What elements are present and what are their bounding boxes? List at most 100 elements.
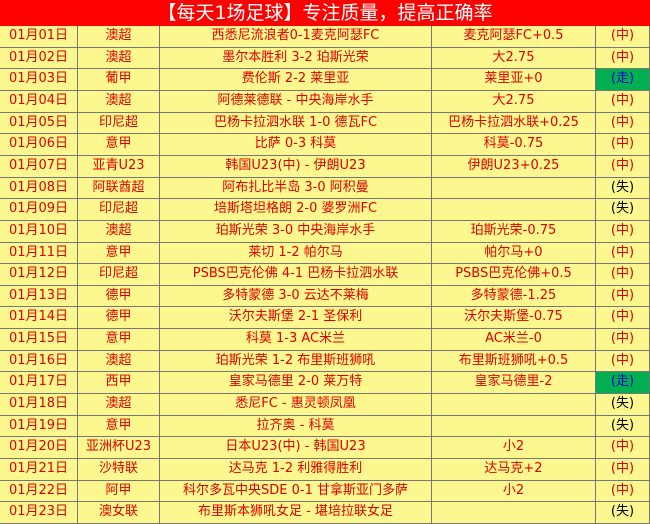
league-cell: 沙特联 xyxy=(78,459,160,481)
pick-cell: 小2 xyxy=(432,480,596,503)
match-cell: 布里斯本狮吼女足 - 堪培拉联女足 xyxy=(160,502,432,524)
pick-cell: 莱里亚+0 xyxy=(432,69,596,91)
pick-cell: 珀斯光荣-0.75 xyxy=(432,220,596,243)
pick-cell xyxy=(432,502,596,524)
pick-cell: 帕尔马+0 xyxy=(432,242,596,265)
result-cell: (中) xyxy=(596,90,650,113)
match-cell: 珀斯光荣 1-2 布里斯班狮吼 xyxy=(160,350,432,373)
league-cell: 澳超 xyxy=(78,90,160,113)
result-cell: (中) xyxy=(596,350,650,373)
result-cell: (中) xyxy=(596,264,650,286)
league-cell: 印尼超 xyxy=(78,199,160,221)
result-cell: (中) xyxy=(596,47,650,70)
date-cell: 01月05日 xyxy=(0,112,78,135)
league-cell: 亚青U23 xyxy=(78,155,160,178)
date-cell: 01月20日 xyxy=(0,437,78,460)
league-cell: 澳超 xyxy=(78,47,160,70)
date-cell: 01月17日 xyxy=(0,372,78,395)
match-cell: 科莫 1-3 AC米兰 xyxy=(160,329,432,351)
result-cell: (走) xyxy=(596,372,650,395)
match-cell: 沃尔夫斯堡 2-1 圣保利 xyxy=(160,307,432,330)
league-cell: 德甲 xyxy=(78,285,160,308)
match-cell: 科尔多瓦中央SDE 0-1 甘拿斯亚门多萨 xyxy=(160,480,432,503)
result-cell: (中) xyxy=(596,220,650,243)
league-cell: 澳超 xyxy=(78,26,160,48)
pick-cell: 科莫-0.75 xyxy=(432,134,596,156)
league-cell: 意甲 xyxy=(78,415,160,438)
date-cell: 01月04日 xyxy=(0,90,78,113)
match-cell: 巴杨卡拉泗水联 1-0 德瓦FC xyxy=(160,112,432,135)
league-cell: 印尼超 xyxy=(78,264,160,286)
league-cell: 澳超 xyxy=(78,350,160,373)
pick-cell: 大2.75 xyxy=(432,47,596,70)
match-cell: 珀斯光荣 3-0 中央海岸水手 xyxy=(160,220,432,243)
date-cell: 01月12日 xyxy=(0,264,78,286)
match-cell: 西悉尼流浪者0-1麦克阿瑟FC xyxy=(160,26,432,48)
pick-cell: 多特蒙德-1.25 xyxy=(432,285,596,308)
league-cell: 意甲 xyxy=(78,242,160,265)
date-cell: 01月02日 xyxy=(0,47,78,70)
pick-cell xyxy=(432,199,596,221)
result-cell: (中) xyxy=(596,155,650,178)
match-cell: 墨尔本胜利 3-2 珀斯光荣 xyxy=(160,47,432,70)
match-cell: 多特蒙德 3-0 云达不莱梅 xyxy=(160,285,432,308)
date-cell: 01月14日 xyxy=(0,307,78,330)
date-cell: 01月13日 xyxy=(0,285,78,308)
pick-cell: 皇家马德里-2 xyxy=(432,372,596,395)
pick-cell: 巴杨卡拉泗水联+0.25 xyxy=(432,112,596,135)
result-cell: (走) xyxy=(596,69,650,91)
result-cell: (失) xyxy=(596,415,650,438)
date-cell: 01月06日 xyxy=(0,134,78,156)
league-cell: 西甲 xyxy=(78,372,160,395)
league-cell: 阿联酋超 xyxy=(78,177,160,200)
pick-cell: 大2.75 xyxy=(432,90,596,113)
match-cell: 拉齐奥 - 科莫 xyxy=(160,415,432,438)
pick-cell: 小2 xyxy=(432,437,596,460)
date-cell: 01月08日 xyxy=(0,177,78,200)
result-cell: (中) xyxy=(596,480,650,503)
match-cell: 费伦斯 2-2 莱里亚 xyxy=(160,69,432,91)
pick-cell: 达马克+2 xyxy=(432,459,596,481)
date-cell: 01月15日 xyxy=(0,329,78,351)
result-cell: (中) xyxy=(596,242,650,265)
match-cell: 阿德莱德联 - 中央海岸水手 xyxy=(160,90,432,113)
result-cell: (中) xyxy=(596,459,650,481)
match-cell: 日本U23(中) - 韩国U23 xyxy=(160,437,432,460)
pick-cell xyxy=(432,415,596,438)
date-cell: 01月07日 xyxy=(0,155,78,178)
match-cell: 阿布扎比半岛 3-0 阿积曼 xyxy=(160,177,432,200)
league-cell: 阿甲 xyxy=(78,480,160,503)
league-cell: 意甲 xyxy=(78,329,160,351)
league-cell: 澳超 xyxy=(78,220,160,243)
result-cell: (失) xyxy=(596,199,650,221)
date-cell: 01月18日 xyxy=(0,394,78,416)
result-cell: (中) xyxy=(596,307,650,330)
result-cell: (中) xyxy=(596,329,650,351)
league-cell: 亚洲杯U23 xyxy=(78,437,160,460)
result-cell: (失) xyxy=(596,502,650,524)
match-cell: 悉尼FC - 惠灵顿凤凰 xyxy=(160,394,432,416)
result-cell: (中) xyxy=(596,112,650,135)
pick-cell: 伊朗U23+0.25 xyxy=(432,155,596,178)
date-cell: 01月22日 xyxy=(0,480,78,503)
match-cell: 培斯塔坦格朗 2-0 婆罗洲FC xyxy=(160,199,432,221)
match-cell: 达马克 1-2 利雅得胜利 xyxy=(160,459,432,481)
result-cell: (中) xyxy=(596,26,650,48)
date-cell: 01月23日 xyxy=(0,502,78,524)
result-cell: (失) xyxy=(596,177,650,200)
pick-cell: 沃尔夫斯堡-0.75 xyxy=(432,307,596,330)
date-cell: 01月21日 xyxy=(0,459,78,481)
league-cell: 澳超 xyxy=(78,394,160,416)
pick-cell: 布里斯班狮吼+0.5 xyxy=(432,350,596,373)
date-cell: 01月09日 xyxy=(0,199,78,221)
date-cell: 01月10日 xyxy=(0,220,78,243)
match-cell: PSBS巴克伦佛 4-1 巴杨卡拉泗水联 xyxy=(160,264,432,286)
pick-cell xyxy=(432,177,596,200)
league-cell: 印尼超 xyxy=(78,112,160,135)
pick-cell: PSBS巴克伦佛+0.5 xyxy=(432,264,596,286)
title: 【每天1场足球】专注质量，提高正确率 xyxy=(0,0,650,26)
match-cell: 皇家马德里 2-0 莱万特 xyxy=(160,372,432,395)
pick-cell: AC米兰-0 xyxy=(432,329,596,351)
league-cell: 意甲 xyxy=(78,134,160,156)
